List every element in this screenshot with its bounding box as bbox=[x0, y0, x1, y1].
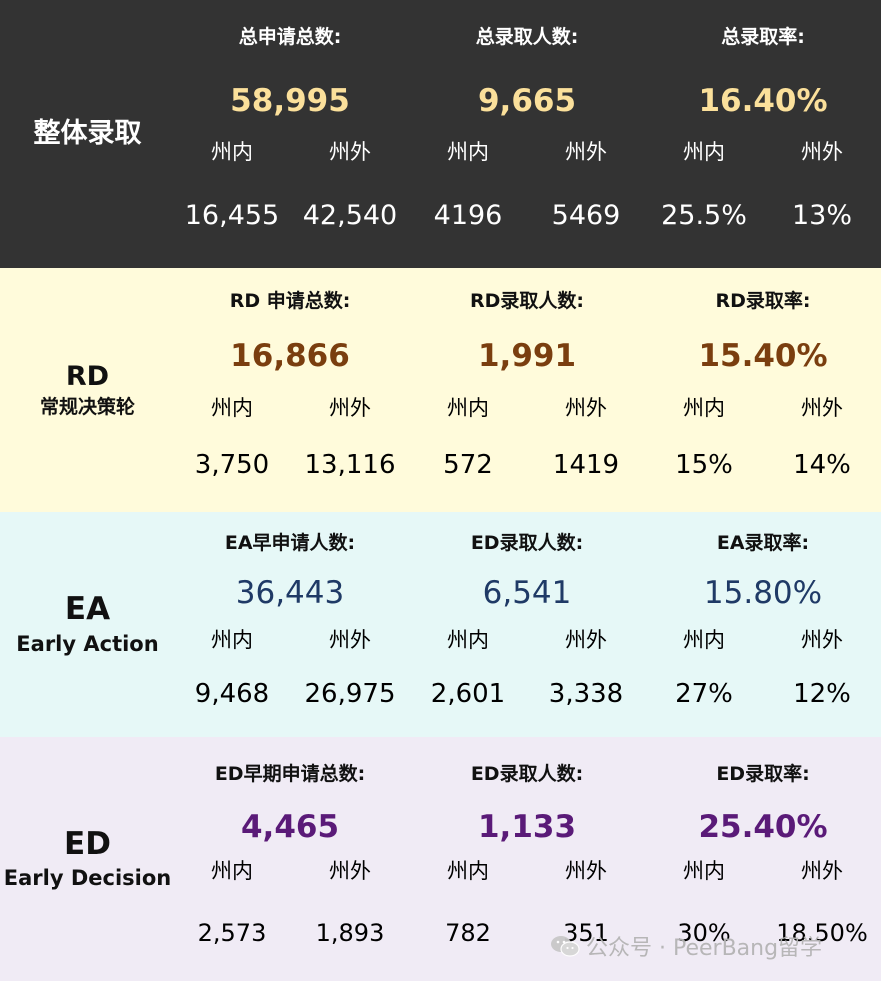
out-of-state-label: 州外 bbox=[801, 140, 843, 164]
in-state-label: 州内 bbox=[683, 396, 725, 420]
metric-header: ED录取人数: bbox=[470, 763, 584, 785]
out-of-state-label: 州外 bbox=[329, 628, 371, 652]
in-state-label: 州内 bbox=[211, 628, 253, 652]
in-state-label: 州内 bbox=[211, 859, 253, 883]
section-label: EA Early Action bbox=[0, 512, 175, 737]
metric-header: ED早期申请总数: bbox=[214, 763, 366, 785]
in-state-label: 州内 bbox=[447, 140, 489, 164]
metric-header: 总申请总数: bbox=[238, 26, 342, 48]
out-of-state-label: 州外 bbox=[565, 140, 607, 164]
metric-value: 15.80% bbox=[703, 575, 823, 611]
metric-value: 15.40% bbox=[698, 338, 828, 374]
metric-header: EA录取率: bbox=[716, 532, 810, 554]
section-title: 整体录取 bbox=[33, 118, 142, 150]
metric-value: 16.40% bbox=[698, 83, 828, 119]
out-of-state-label: 州外 bbox=[565, 859, 607, 883]
out-of-state-label: 州外 bbox=[565, 628, 607, 652]
in-state-value: 25.5% bbox=[661, 200, 747, 231]
out-of-state-value: 13% bbox=[791, 200, 853, 231]
out-of-state-label: 州外 bbox=[329, 396, 371, 420]
out-of-state-value: 18.50% bbox=[776, 919, 868, 947]
watermark: 公众号 · PeerBang留学 bbox=[550, 930, 822, 962]
metric-value: 36,443 bbox=[235, 575, 345, 611]
in-state-label: 州内 bbox=[683, 140, 725, 164]
in-state-value: 782 bbox=[445, 919, 491, 947]
metric-header: ED录取人数: bbox=[470, 532, 584, 554]
metric-value: 1,991 bbox=[477, 338, 577, 374]
section-title: EA bbox=[64, 591, 111, 628]
metric-header: RD录取率: bbox=[715, 290, 811, 312]
in-state-value: 9,468 bbox=[194, 679, 270, 709]
watermark-text: 公众号 · PeerBang留学 bbox=[586, 936, 823, 961]
section-title: RD bbox=[65, 361, 110, 393]
in-state-label: 州内 bbox=[683, 628, 725, 652]
out-of-state-value: 14% bbox=[793, 450, 851, 480]
section-title: ED bbox=[64, 825, 111, 862]
metric-header: RD录取人数: bbox=[469, 290, 585, 312]
metric-value: 9,665 bbox=[477, 83, 577, 119]
out-of-state-value: 13,116 bbox=[304, 450, 396, 480]
out-of-state-label: 州外 bbox=[329, 859, 371, 883]
metric-header: ED录取率: bbox=[716, 763, 810, 785]
out-of-state-value: 1,893 bbox=[315, 919, 385, 947]
metric-value: 58,995 bbox=[230, 83, 350, 119]
metric-header: 总录取率: bbox=[721, 26, 805, 48]
out-of-state-label: 州外 bbox=[565, 396, 607, 420]
metric-header: EA早申请人数: bbox=[224, 532, 356, 554]
metric-value: 4,465 bbox=[240, 809, 340, 845]
section-subtitle: 常规决策轮 bbox=[39, 396, 135, 419]
out-of-state-value: 42,540 bbox=[302, 200, 398, 231]
metric-value: 1,133 bbox=[477, 809, 577, 845]
out-of-state-label: 州外 bbox=[801, 628, 843, 652]
in-state-label: 州内 bbox=[683, 859, 725, 883]
in-state-value: 30% bbox=[677, 919, 731, 947]
in-state-label: 州内 bbox=[447, 628, 489, 652]
metric-value: 25.40% bbox=[698, 809, 828, 845]
section-label: ED Early Decision bbox=[0, 737, 175, 981]
section-label: 整体录取 bbox=[0, 0, 175, 268]
out-of-state-value: 1419 bbox=[552, 450, 620, 480]
metric-value: 16,866 bbox=[230, 338, 350, 374]
section-subtitle: Early Action bbox=[16, 631, 159, 656]
metric-header: RD 申请总数: bbox=[229, 290, 351, 312]
out-of-state-value: 26,975 bbox=[304, 679, 396, 709]
in-state-label: 州内 bbox=[211, 396, 253, 420]
in-state-value: 27% bbox=[675, 679, 733, 709]
in-state-label: 州内 bbox=[211, 140, 253, 164]
section-subtitle: Early Decision bbox=[3, 866, 172, 891]
section-rd: RD 常规决策轮 RD 申请总数: 16,866 州内 州外 3,750 13,116 RD录取… bbox=[0, 268, 881, 512]
metric-header: 总录取人数: bbox=[475, 26, 579, 48]
in-state-value: 2,601 bbox=[430, 679, 506, 709]
out-of-state-label: 州外 bbox=[801, 859, 843, 883]
in-state-value: 2,573 bbox=[197, 919, 267, 947]
section-overall: 整体录取 总申请总数: 58,995 州内 州外 16,455 42,540 总录取人数: 9,… bbox=[0, 0, 881, 268]
in-state-value: 3,750 bbox=[194, 450, 270, 480]
out-of-state-value: 12% bbox=[793, 679, 851, 709]
in-state-label: 州内 bbox=[447, 396, 489, 420]
out-of-state-label: 州外 bbox=[801, 396, 843, 420]
in-state-value: 16,455 bbox=[184, 200, 280, 231]
metric-value: 6,541 bbox=[482, 575, 572, 611]
out-of-state-value: 5469 bbox=[551, 200, 621, 231]
wechat-icon bbox=[551, 936, 580, 957]
in-state-value: 4196 bbox=[433, 200, 503, 231]
in-state-value: 572 bbox=[443, 450, 493, 480]
section-label: RD 常规决策轮 bbox=[0, 268, 175, 512]
section-ed: ED Early Decision ED早期申请总数: 4,465 州内 州外 2,573 1… bbox=[0, 737, 881, 981]
in-state-value: 15% bbox=[675, 450, 733, 480]
in-state-label: 州内 bbox=[447, 859, 489, 883]
out-of-state-value: 3,338 bbox=[548, 679, 624, 709]
section-ea: EA Early Action EA早申请人数: 36,443 州内 州外 9,468 26,… bbox=[0, 512, 881, 737]
out-of-state-label: 州外 bbox=[329, 140, 371, 164]
